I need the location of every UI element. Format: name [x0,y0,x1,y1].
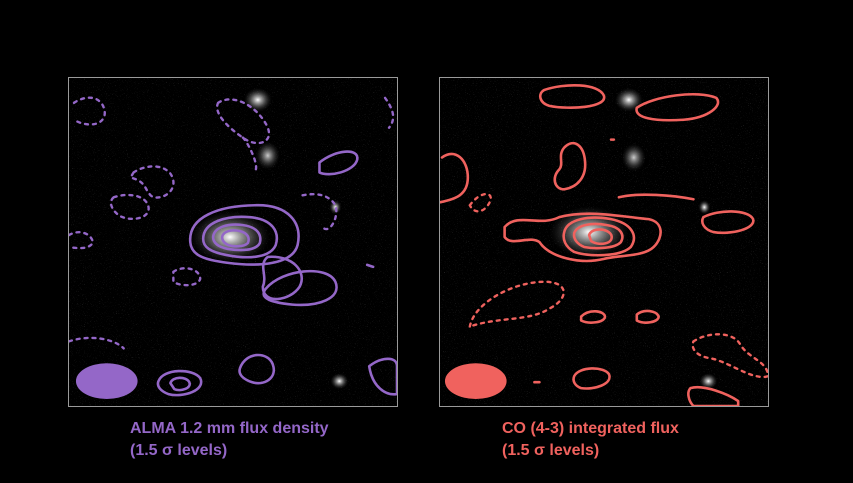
source-upper [255,141,280,170]
co-caption-levels: (1.5 σ levels) [502,442,600,459]
contour-bottom-left [156,369,203,397]
contour-bottom-mid [238,353,276,385]
co-panel [439,77,769,407]
contour-level-2 [201,215,278,259]
contour-small-1 [579,310,607,324]
contour-left [440,152,470,204]
neg-contour-4 [215,98,271,145]
contour-dot [365,263,375,269]
neg-contour-3 [109,193,150,221]
contour-bottom-left-inner [169,376,191,392]
contour-level-3 [572,222,624,250]
alma-contour-image [69,78,397,406]
neg-contour-2 [128,165,175,199]
alma-caption: ALMA 1.2 mm flux density (1.5 σ levels) [130,418,329,462]
contour-lower-right [262,269,338,307]
neg-contour-1 [72,96,106,126]
neg-contour-10 [383,96,395,129]
source-right [329,200,342,215]
source-bottom [699,373,718,390]
contour-level-3 [211,223,262,252]
neg-contour-1 [468,192,492,213]
neg-contour-3 [691,333,768,379]
contour-upper-right [318,150,359,176]
co-contours [440,84,755,406]
alma-beam [75,363,138,400]
contour-upper-mid [553,142,587,191]
neg-contour-2 [468,280,565,329]
contour-top-right [635,92,720,122]
contour-right [701,210,755,235]
neg-contour-5 [241,136,258,171]
alma-contours [75,150,397,400]
contour-level-4 [587,228,613,246]
source-right [698,200,711,215]
contour-level-2 [562,216,636,257]
contour-bottom-mid [572,367,611,390]
neg-contour-8 [172,267,202,287]
alma-panel [68,77,398,407]
alma-caption-levels: (1.5 σ levels) [130,442,228,459]
contour-level-1 [503,212,662,263]
source-upper [621,143,646,172]
contour-bottom-right [367,357,397,396]
contour-level-1 [188,203,300,266]
neg-contour-7 [69,231,95,250]
source-bottom [330,373,349,390]
contour-top [538,84,606,109]
contour-level-4 [220,229,250,248]
co-contour-image [440,78,768,406]
contour-right-lobe [261,255,303,301]
co-caption-title: CO (4-3) integrated flux [502,420,679,437]
source-top [243,87,272,112]
co-beam [444,363,507,400]
source-top [614,87,643,112]
alma-negative-contours [69,96,395,350]
co-caption: CO (4-3) integrated flux (1.5 σ levels) [502,418,679,462]
alma-caption-title: ALMA 1.2 mm flux density [130,420,329,437]
contour-mid-right [617,193,695,201]
neg-contour-9 [69,336,125,350]
contour-bottom-right [687,385,740,406]
co-negative-contours [468,138,768,379]
contour-small-2 [635,309,660,324]
